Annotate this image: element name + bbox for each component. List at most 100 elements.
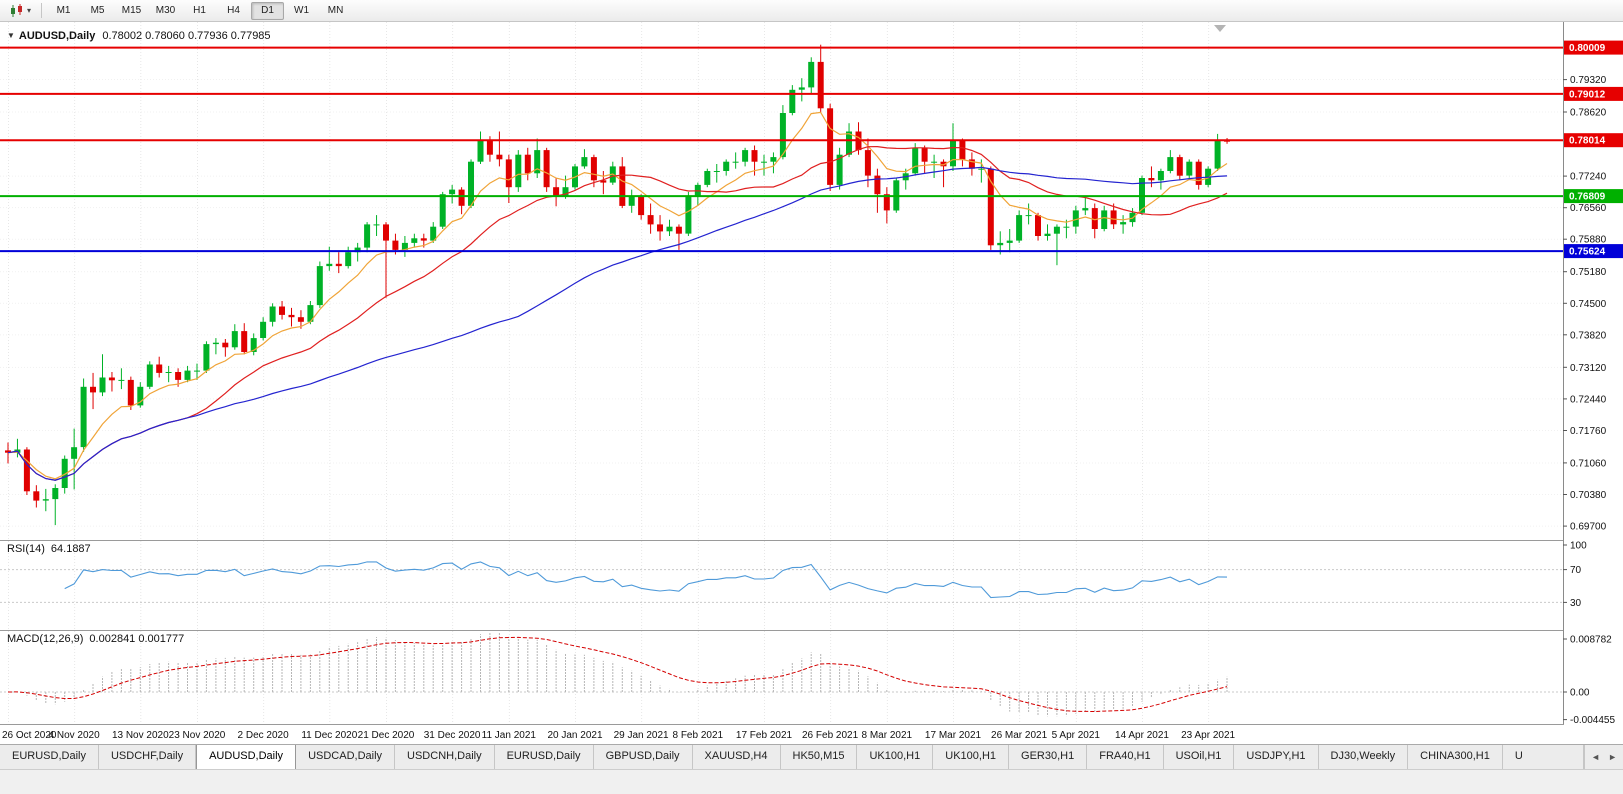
svg-text:17 Feb 2021: 17 Feb 2021 <box>736 730 793 741</box>
chart-tab-uk100-h1[interactable]: UK100,H1 <box>933 745 1010 769</box>
svg-text:0.75624: 0.75624 <box>1569 247 1606 258</box>
chart-tab-uk100-h1[interactable]: UK100,H1 <box>857 745 934 769</box>
svg-text:0.76809: 0.76809 <box>1569 192 1606 203</box>
svg-text:26 Feb 2021: 26 Feb 2021 <box>802 730 859 741</box>
tabs-scroll-left-button[interactable]: ◄ <box>1591 752 1601 762</box>
svg-text:0.008782: 0.008782 <box>1570 635 1612 646</box>
chart-tab-gbpusd-daily[interactable]: GBPUSD,Daily <box>594 745 693 769</box>
svg-text:0.00: 0.00 <box>1570 688 1590 699</box>
svg-text:0.71060: 0.71060 <box>1570 458 1607 469</box>
timeframe-button-h4[interactable]: H4 <box>227 4 240 16</box>
chart-type-dropdown[interactable]: ▾ <box>4 2 36 20</box>
ma-20-line <box>7 145 1228 481</box>
timeframe-button-m1[interactable]: M1 <box>56 4 71 16</box>
macd-indicator-label: MACD(12,26,9) 0.002841 0.001777 <box>7 633 184 645</box>
svg-text:23 Nov 2020: 23 Nov 2020 <box>169 730 226 741</box>
chart-tab-usdcnh-daily[interactable]: USDCNH,Daily <box>395 745 495 769</box>
timeframe-button-m15[interactable]: M15 <box>121 4 142 16</box>
svg-text:11 Jan 2021: 11 Jan 2021 <box>482 730 537 741</box>
horizontal-levels[interactable] <box>0 46 1563 253</box>
chart-tab-hk50-m15[interactable]: HK50,M15 <box>781 745 858 769</box>
chart-tab-usdcad-daily[interactable]: USDCAD,Daily <box>296 745 396 769</box>
svg-text:0.73120: 0.73120 <box>1570 363 1607 374</box>
svg-text:0.78014: 0.78014 <box>1569 136 1606 147</box>
svg-text:14 Apr 2021: 14 Apr 2021 <box>1115 730 1169 741</box>
rsi-indicator-label: RSI(14) 64.1887 <box>7 543 91 555</box>
timeframe-button-m30[interactable]: M30 <box>155 4 176 16</box>
chart-tab-eurusd-daily[interactable]: EURUSD,Daily <box>0 745 99 769</box>
svg-text:0.72440: 0.72440 <box>1570 394 1607 405</box>
rsi-value: 64.1887 <box>50 543 91 555</box>
ma-55-line <box>7 166 1228 481</box>
chart-tab-usdchf-daily[interactable]: USDCHF,Daily <box>99 745 197 769</box>
candlestick-chart-icon <box>11 3 22 17</box>
svg-text:0.69700: 0.69700 <box>1570 522 1607 533</box>
svg-text:20 Jan 2021: 20 Jan 2021 <box>547 730 602 741</box>
macd-values: 0.002841 0.001777 <box>89 633 185 645</box>
chart-title-arrow-icon: ▼ <box>7 31 15 40</box>
chart-tab-dj30-weekly[interactable]: DJ30,Weekly <box>1319 745 1409 769</box>
svg-text:0.79320: 0.79320 <box>1570 75 1607 86</box>
svg-text:29 Jan 2021: 29 Jan 2021 <box>614 730 669 741</box>
chart-tab-u[interactable]: U <box>1503 745 1585 769</box>
svg-text:-0.004455: -0.004455 <box>1570 715 1615 726</box>
rsi-name: RSI(14) <box>7 543 45 555</box>
svg-text:30: 30 <box>1570 598 1582 609</box>
chart-tab-audusd-daily[interactable]: AUDUSD,Daily <box>196 745 297 769</box>
chevron-down-icon: ▾ <box>27 5 32 15</box>
svg-text:0.73820: 0.73820 <box>1570 330 1607 341</box>
svg-text:0.76560: 0.76560 <box>1570 203 1607 214</box>
svg-text:26 Oct 2020: 26 Oct 2020 <box>2 730 57 741</box>
svg-text:0.77240: 0.77240 <box>1570 172 1607 183</box>
chart-symbol-label: AUDUSD,Daily <box>18 30 96 42</box>
macd-name: MACD(12,26,9) <box>7 633 84 645</box>
chart-tabs-bar: EURUSD,Daily USDCHF,Daily AUDUSD,Daily USDC… <box>0 744 1623 769</box>
rsi-line <box>64 561 1228 599</box>
timeframe-buttons-group: M1 M5 M15 M30 H1 H4 D1 W1 MN <box>47 1 352 20</box>
svg-text:17 Mar 2021: 17 Mar 2021 <box>925 730 982 741</box>
svg-text:0.75180: 0.75180 <box>1570 267 1607 278</box>
svg-text:4 Nov 2020: 4 Nov 2020 <box>49 730 101 741</box>
chart-tab-china300-h1[interactable]: CHINA300,H1 <box>1408 745 1503 769</box>
svg-text:2 Dec 2020: 2 Dec 2020 <box>238 730 290 741</box>
tabs-scroll-controls: ◄ ► <box>1584 745 1623 769</box>
rsi-panel <box>0 561 1563 603</box>
svg-text:70: 70 <box>1570 565 1582 576</box>
svg-text:0.75880: 0.75880 <box>1570 235 1607 246</box>
timeframe-button-w1[interactable]: W1 <box>294 4 310 16</box>
timeframe-button-d1[interactable]: D1 <box>251 1 285 20</box>
price-chart-svg[interactable]: 0.79320 0.78620 0.77240 0.76560 0.75880 0.751… <box>0 22 1623 744</box>
svg-text:5 Apr 2021: 5 Apr 2021 <box>1052 730 1101 741</box>
svg-text:8 Mar 2021: 8 Mar 2021 <box>862 730 913 741</box>
chart-tab-xauusd-h4[interactable]: XAUUSD,H4 <box>693 745 781 769</box>
svg-text:11 Dec 2020: 11 Dec 2020 <box>301 730 357 741</box>
chart-tab-eurusd-daily[interactable]: EURUSD,Daily <box>495 745 594 769</box>
status-bar <box>0 769 1623 794</box>
svg-text:13 Nov 2020: 13 Nov 2020 <box>112 730 169 741</box>
svg-text:0.79012: 0.79012 <box>1569 89 1606 100</box>
timeframe-button-m5[interactable]: M5 <box>90 4 105 16</box>
chart-area[interactable]: 0.79320 0.78620 0.77240 0.76560 0.75880 0.751… <box>0 22 1623 744</box>
timeframe-button-h1[interactable]: H1 <box>193 4 206 16</box>
chart-tab-usoil-h1[interactable]: USOil,H1 <box>1164 745 1235 769</box>
tabs-scroll-right-button[interactable]: ► <box>1608 752 1617 762</box>
price-scale[interactable]: 0.79320 0.78620 0.77240 0.76560 0.75880 0.751… <box>1563 22 1623 744</box>
chart-tab-ger30-h1[interactable]: GER30,H1 <box>1009 745 1088 769</box>
svg-text:0.74500: 0.74500 <box>1570 299 1607 310</box>
svg-text:21 Dec 2020: 21 Dec 2020 <box>358 730 415 741</box>
toolbar-separator <box>41 3 43 18</box>
gridlines <box>0 22 1563 724</box>
macd-panel <box>0 633 1563 717</box>
timeframe-button-mn[interactable]: MN <box>327 4 344 16</box>
svg-text:100: 100 <box>1570 541 1587 552</box>
chart-shift-marker[interactable] <box>1214 25 1226 32</box>
chart-ohlc-values: 0.78002 0.78060 0.77936 0.77985 <box>102 30 271 42</box>
chart-tab-fra40-h1[interactable]: FRA40,H1 <box>1087 745 1164 769</box>
ma-8-line <box>7 111 1228 480</box>
timeframe-toolbar: ▾ M1 M5 M15 M30 H1 H4 D1 W1 MN <box>0 0 1623 22</box>
svg-text:8 Feb 2021: 8 Feb 2021 <box>672 730 723 741</box>
chart-tab-usdjpy-h1[interactable]: USDJPY,H1 <box>1234 745 1319 769</box>
svg-text:0.70380: 0.70380 <box>1570 490 1607 501</box>
